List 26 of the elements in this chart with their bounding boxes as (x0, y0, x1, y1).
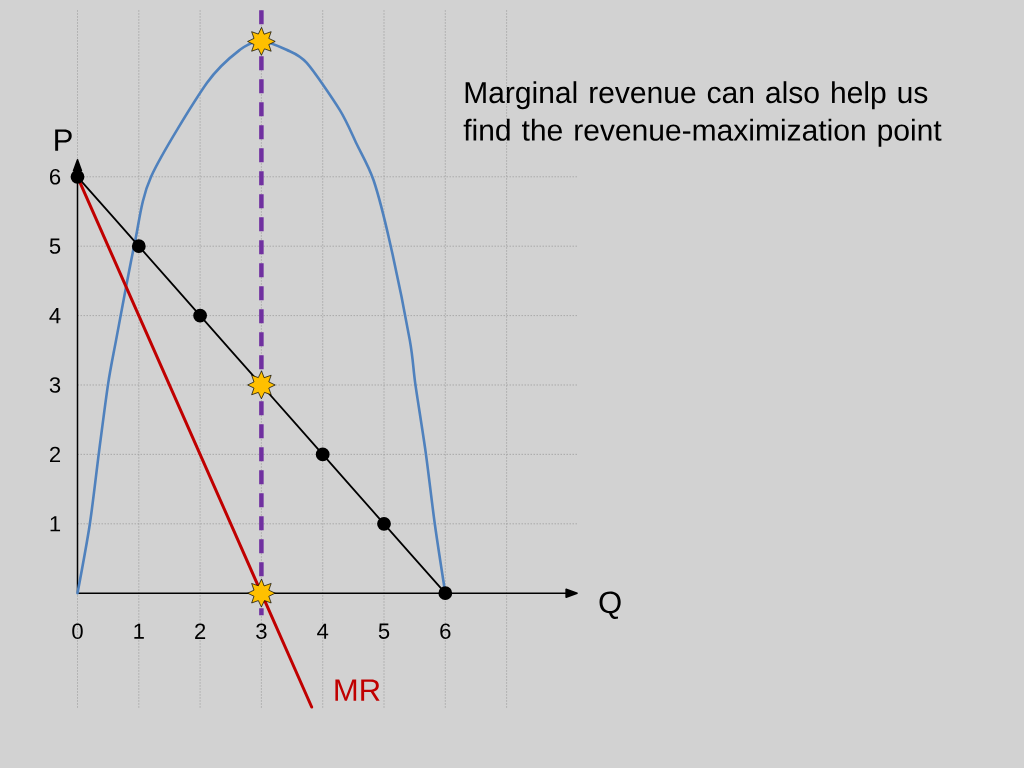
y-tick-label: 3 (49, 377, 61, 393)
x-tick-label: 4 (317, 623, 329, 639)
x-tick-label: 1 (134, 623, 144, 639)
text: Marginal revenue can also help us find the revenue-maximization point (463, 81, 942, 147)
y-tick-label: 6 (50, 169, 61, 185)
point (193, 308, 207, 323)
x-tick-label: 6 (440, 623, 451, 639)
x-axis-title: Q (599, 591, 621, 619)
point (131, 239, 146, 254)
y-axis-title: P (55, 129, 72, 151)
y-tick-label: 4 (49, 308, 61, 324)
point (315, 447, 330, 462)
point (377, 516, 391, 531)
point (70, 169, 85, 184)
y-tick-label: 1 (50, 516, 61, 532)
y-tick-label: 2 (50, 446, 61, 463)
x-tick-label: 0 (72, 623, 83, 639)
x-tick-label: 5 (378, 623, 390, 639)
x-tick-label: 3 (256, 623, 267, 639)
x-tick-label: 2 (195, 623, 206, 639)
point (438, 586, 453, 601)
point (247, 370, 276, 400)
point (247, 579, 276, 608)
point (247, 27, 276, 56)
series-label: MR (335, 679, 380, 701)
y-tick-label: 5 (49, 238, 61, 254)
